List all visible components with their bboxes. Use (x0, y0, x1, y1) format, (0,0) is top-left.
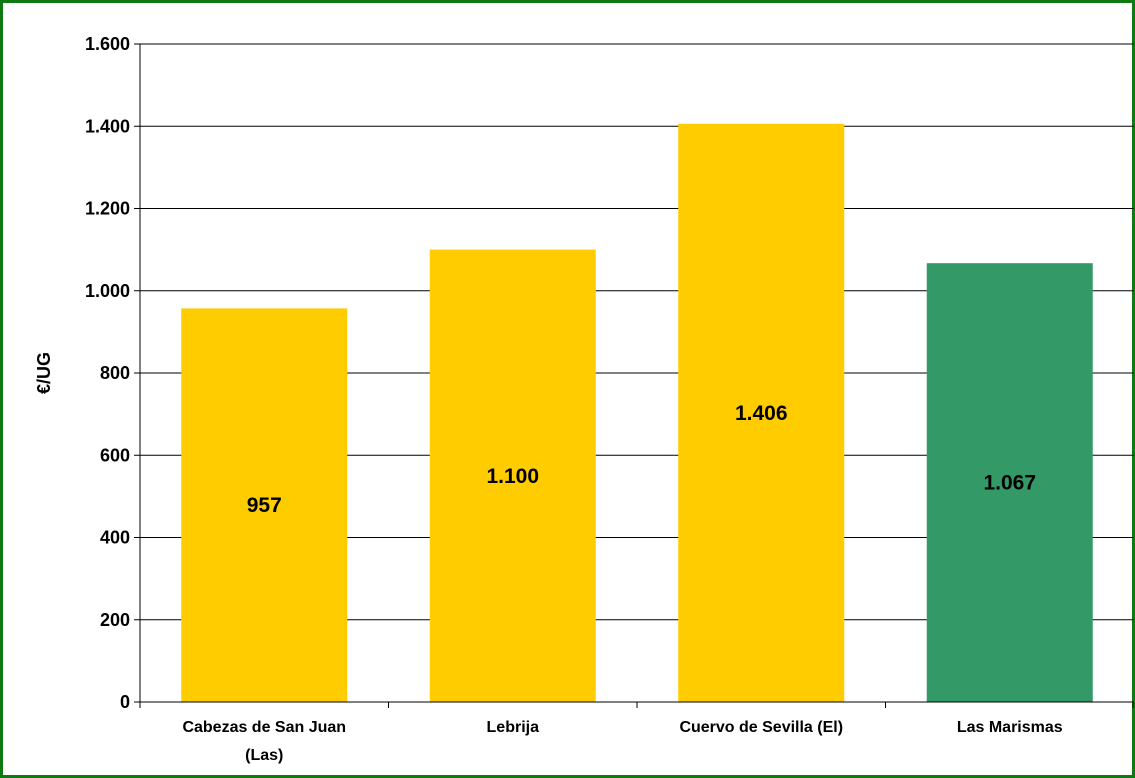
y-tick-label: 200 (100, 610, 130, 630)
bars (181, 123, 1093, 703)
data-label: 1.067 (983, 472, 1036, 495)
bar (181, 308, 348, 702)
x-category-label: (Las) (245, 747, 283, 764)
y-tick-label: 1.400 (85, 116, 130, 136)
y-tick-label: 1.000 (85, 281, 130, 301)
data-label: 1.406 (735, 402, 788, 425)
x-category-label: Lebrija (487, 719, 540, 736)
y-tick-label: 800 (100, 363, 130, 383)
data-label: 1.100 (486, 465, 539, 488)
y-tick-label: 1.200 (85, 199, 130, 219)
y-tick-label: 600 (100, 445, 130, 465)
x-category-label: Cuervo de Sevilla (El) (679, 719, 843, 736)
bar (429, 249, 596, 702)
y-tick-label: 1.600 (85, 34, 130, 54)
bar (926, 263, 1093, 702)
data-label: 957 (247, 494, 282, 517)
y-tick-label: 0 (120, 692, 130, 712)
x-category-label: Las Marismas (957, 719, 1063, 736)
x-category-label: Cabezas de San Juan (182, 719, 346, 736)
y-tick-label: 400 (100, 528, 130, 548)
y-tick-labels: 0 200 400 600 800 1.000 1.200 1.400 1.600 (85, 34, 130, 712)
data-labels: 957 1.100 1.406 1.067 (247, 402, 1036, 517)
bar (678, 123, 845, 703)
axes (134, 43, 1134, 708)
x-category-labels: Cabezas de San Juan (Las) Lebrija Cuervo de… (182, 719, 1062, 764)
y-axis-title: €/UG (34, 352, 54, 394)
